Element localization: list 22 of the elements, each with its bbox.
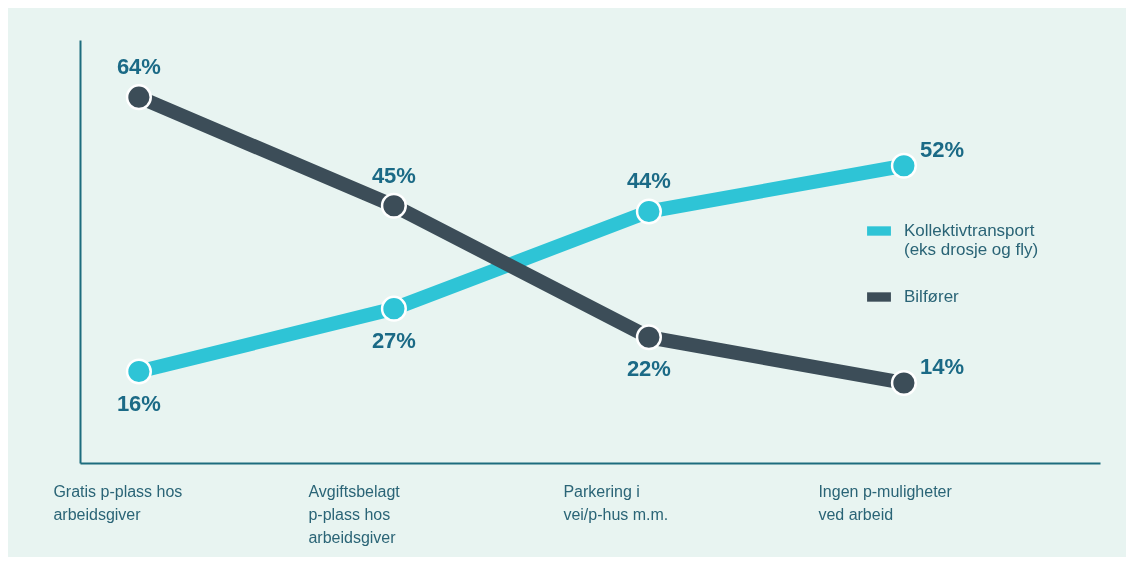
point [635, 324, 662, 351]
legend-label: Bilfører [904, 287, 960, 306]
point [125, 84, 152, 111]
data-label: 44% [626, 168, 671, 194]
point [380, 295, 407, 322]
point [890, 369, 917, 397]
data-label: 52% [919, 136, 964, 162]
point [890, 152, 917, 179]
x-tick-label: Gratis p-plass hos arbeidsgiver [53, 482, 183, 523]
point [125, 358, 152, 385]
point [380, 192, 407, 219]
data-label: 45% [371, 162, 416, 188]
data-label: 14% [919, 353, 964, 379]
data-label: 16% [116, 390, 161, 416]
legend-label: Kollektivtransport (eks drosje og fly) [904, 221, 1039, 259]
point [635, 198, 662, 225]
data-label: 64% [116, 54, 161, 80]
data-label: 22% [626, 356, 671, 382]
data-label: 27% [371, 327, 416, 353]
x-tick-label: Ingen p-muligheter ved arbeid [818, 482, 953, 523]
x-tick-label: Avgiftsbelagt p-plass hos arbeidsgiver [308, 482, 401, 546]
x-tick-label: Parkering i vei/p-hus m.m. [563, 482, 669, 523]
